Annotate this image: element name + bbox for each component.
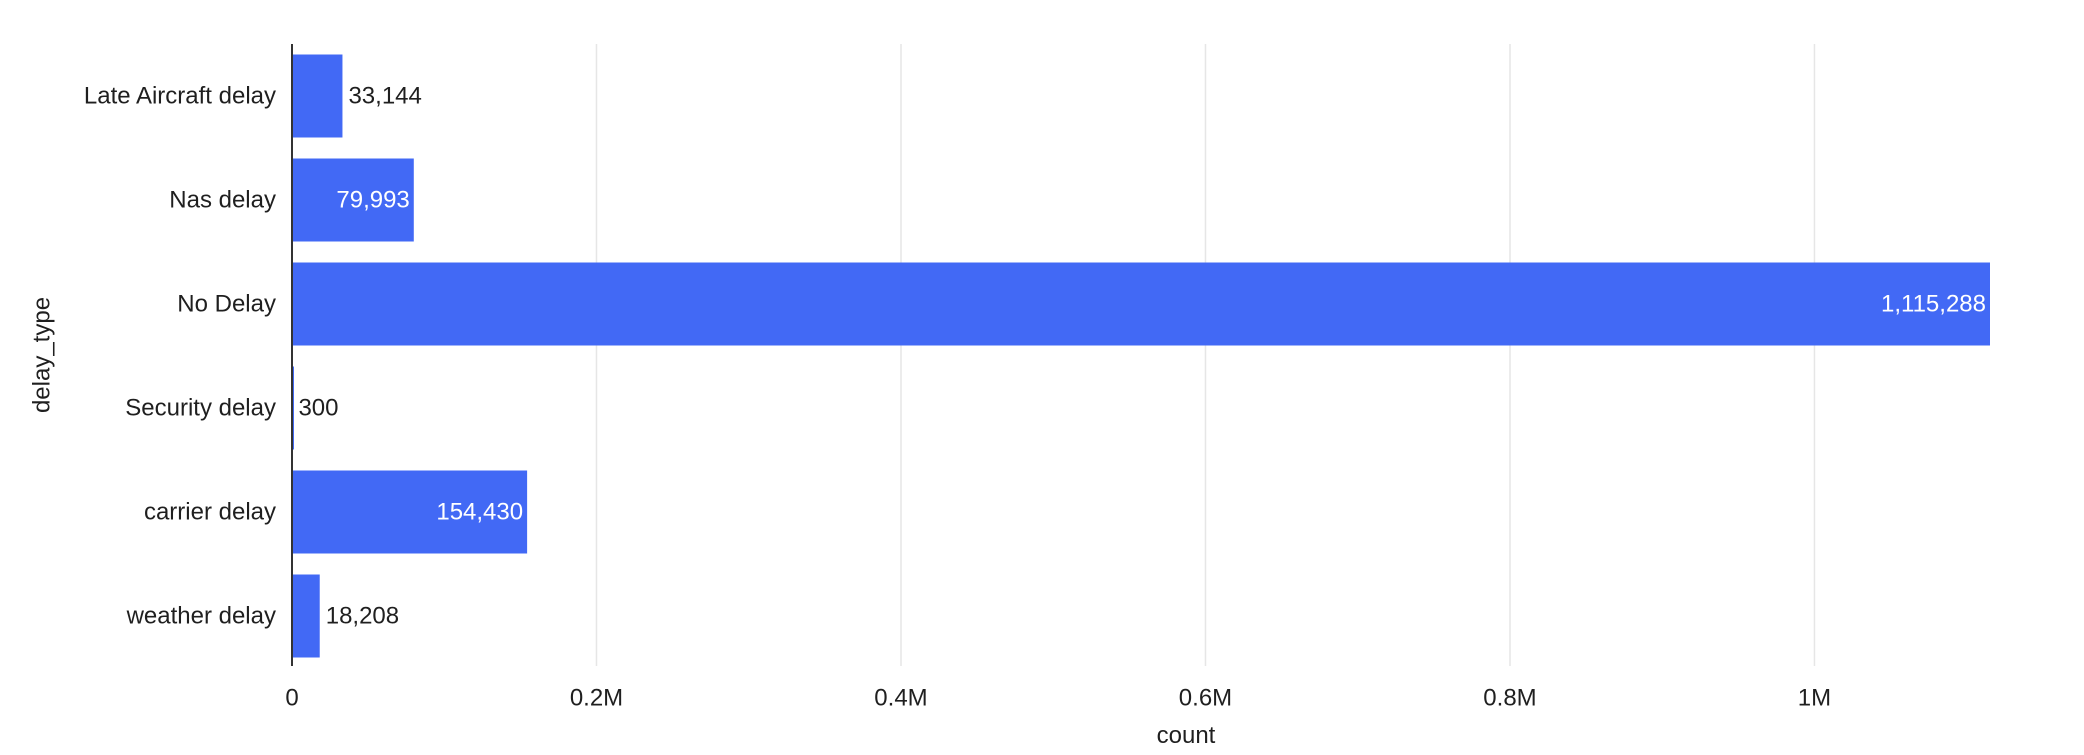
category-label: Security delay	[125, 395, 276, 422]
bar	[292, 158, 414, 242]
y-axis-title: delay_type	[29, 297, 56, 413]
bar	[292, 262, 1990, 346]
category-label: No Delay	[177, 291, 276, 318]
category-label: Late Aircraft delay	[84, 83, 276, 110]
bar	[292, 54, 343, 138]
value-label: 154,430	[436, 499, 523, 526]
category-labels: Late Aircraft delay Nas delay No Delay Secu…	[84, 83, 276, 630]
value-label: 1,115,288	[1881, 291, 1986, 318]
value-label: 18,208	[326, 603, 399, 630]
x-tick-label: 0.4M	[874, 685, 927, 712]
x-tick-label: 1M	[1798, 685, 1831, 712]
x-axis-title: count	[1157, 722, 1216, 749]
gridlines	[595, 44, 1816, 666]
category-label: weather delay	[126, 603, 276, 630]
x-tick-label: 0.6M	[1179, 685, 1232, 712]
category-label: Nas delay	[169, 187, 276, 214]
value-labels: 33,144 79,993 1,115,288 300 154,430 18,208	[298, 83, 1986, 630]
x-tick-label: 0.2M	[570, 685, 623, 712]
category-label: carrier delay	[144, 499, 276, 526]
x-tick-label: 0	[285, 685, 298, 712]
x-tick-label: 0.8M	[1483, 685, 1536, 712]
x-tick-labels: 0 0.2M 0.4M 0.6M 0.8M 1M	[285, 685, 1831, 712]
bar	[292, 470, 528, 554]
bar	[292, 574, 320, 658]
bars	[292, 54, 1990, 658]
value-label: 300	[298, 395, 338, 422]
value-label: 33,144	[348, 83, 421, 110]
value-label: 79,993	[336, 187, 409, 214]
